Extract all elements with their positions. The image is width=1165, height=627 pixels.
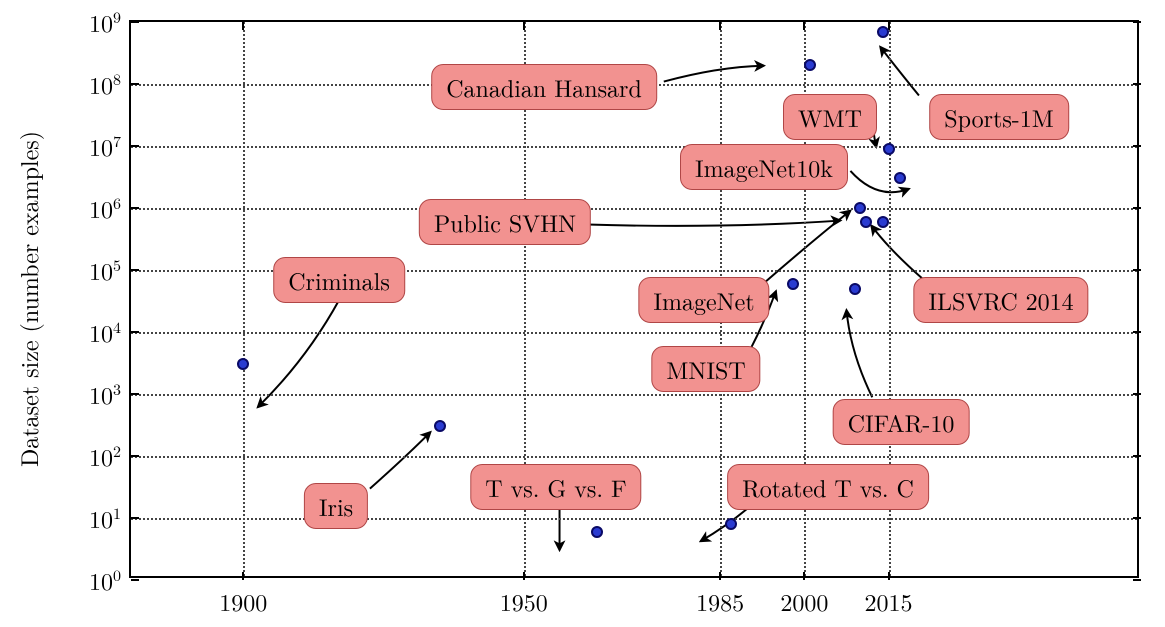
y-tick-label: 105 xyxy=(89,253,131,287)
y-tick xyxy=(1133,579,1141,581)
x-tick-label: 1900 xyxy=(219,576,267,618)
y-gridline xyxy=(131,394,1137,396)
y-tick xyxy=(1133,517,1141,519)
mnist-label: MNIST xyxy=(651,346,760,392)
y-gridline xyxy=(131,146,1137,148)
iris-arrow xyxy=(370,432,431,489)
imagenet10k-point xyxy=(894,172,906,184)
plot-area: 1001011021031041051061071081091900195019… xyxy=(129,20,1139,578)
y-tick xyxy=(131,21,139,23)
x-tick xyxy=(719,22,721,30)
y-gridline xyxy=(131,518,1137,520)
public-svhn-point xyxy=(860,216,872,228)
x-tick xyxy=(803,22,805,30)
y-tick-label: 101 xyxy=(89,501,131,535)
y-tick xyxy=(1133,145,1141,147)
sports-1m-point xyxy=(877,26,889,38)
criminals-arrow xyxy=(258,300,339,407)
cifar-10-label: CIFAR-10 xyxy=(833,399,970,445)
y-tick xyxy=(1133,207,1141,209)
y-tick xyxy=(1133,83,1141,85)
x-tick-label: 1985 xyxy=(696,576,744,618)
x-tick-label: 2015 xyxy=(865,576,913,618)
chart-root: 100 101 102 103 104 105 106 107 108 109 1900 1950 19… xyxy=(0,0,1165,627)
sports-1m-arrow xyxy=(880,47,919,96)
y-tick-label: 103 xyxy=(89,377,131,411)
x-tick xyxy=(242,22,244,30)
y-tick-label: 104 xyxy=(89,315,131,349)
ilsvrc-2014-label: ILSVRC 2014 xyxy=(913,277,1088,323)
iris-point xyxy=(434,420,446,432)
y-tick xyxy=(131,517,139,519)
rotated-t-vs-c-label: Rotated T vs. C xyxy=(727,464,929,510)
y-tick xyxy=(131,331,139,333)
x-tick-label: 2000 xyxy=(780,576,828,618)
y-tick xyxy=(131,579,139,581)
x-gridline xyxy=(243,22,245,576)
canadian-hansard-arrow xyxy=(664,66,764,82)
y-tick xyxy=(1133,393,1141,395)
y-tick xyxy=(131,145,139,147)
public-svhn-label: Public SVHN xyxy=(419,199,591,245)
x-tick xyxy=(523,22,525,30)
mnist-point xyxy=(787,278,799,290)
canadian-hansard-label: Canadian Hansard xyxy=(431,64,657,110)
y-tick xyxy=(1133,455,1141,457)
y-tick xyxy=(1133,21,1141,23)
ilsvrc-2014-point xyxy=(877,216,889,228)
y-tick xyxy=(131,269,139,271)
y-tick xyxy=(131,455,139,457)
y-tick-label: 102 xyxy=(89,439,131,473)
imagenet10k-label: ImageNet10k xyxy=(680,144,848,190)
y-tick xyxy=(131,393,139,395)
rotated-t-vs-c-point xyxy=(725,518,737,530)
y-tick xyxy=(131,207,139,209)
y-tick xyxy=(131,83,139,85)
cifar-10-arrow xyxy=(846,310,872,397)
criminals-label: Criminals xyxy=(273,257,405,303)
y-axis-label: Dataset size (number examples) xyxy=(11,131,45,467)
criminals-point xyxy=(237,358,249,370)
cifar-10-point xyxy=(849,283,861,295)
iris-label: Iris xyxy=(304,483,368,529)
y-tick-label: 109 xyxy=(89,5,131,39)
t-vs-g-vs-f-label: T vs. G vs. F xyxy=(470,464,641,510)
y-tick xyxy=(1133,269,1141,271)
y-gridline xyxy=(131,208,1137,210)
t-vs-g-vs-f-point xyxy=(591,526,603,538)
sports-1m-label: Sports-1M xyxy=(929,94,1069,140)
y-tick xyxy=(1133,331,1141,333)
wmt-point xyxy=(883,143,895,155)
y-gridline xyxy=(131,456,1137,458)
canadian-hansard-point xyxy=(804,59,816,71)
imagenet-point xyxy=(854,202,866,214)
y-tick-label: 106 xyxy=(89,191,131,225)
y-tick-label: 108 xyxy=(89,67,131,101)
wmt-label: WMT xyxy=(783,94,877,140)
x-tick-label: 1950 xyxy=(500,576,548,618)
imagenet-label: ImageNet xyxy=(638,277,769,323)
y-tick-label: 100 xyxy=(89,563,131,597)
public-svhn-arrow xyxy=(587,221,840,226)
y-tick-label: 107 xyxy=(89,129,131,163)
y-gridline xyxy=(131,332,1137,334)
